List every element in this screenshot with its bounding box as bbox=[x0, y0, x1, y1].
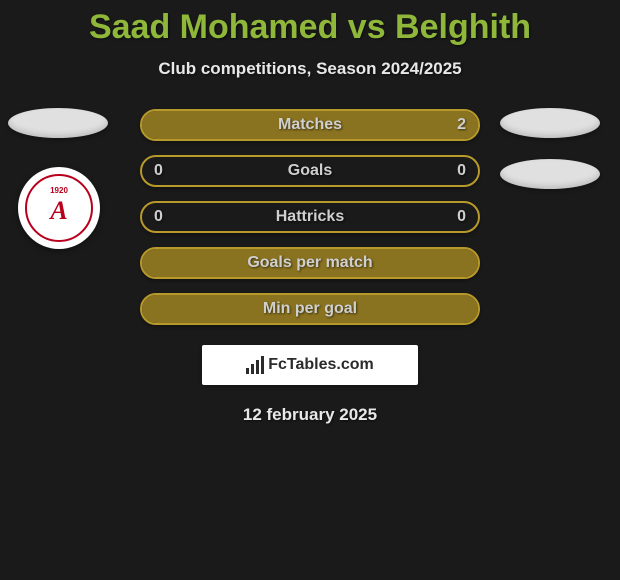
stat-right-value: 0 bbox=[457, 208, 466, 226]
stats-list: Matches 2 0 Goals 0 0 Hattricks 0 Goals per matc… bbox=[140, 109, 480, 325]
date-text: 12 february 2025 bbox=[0, 405, 620, 425]
stat-right-value: 2 bbox=[457, 116, 466, 134]
stat-row: Goals per match bbox=[140, 247, 480, 279]
stat-label: Goals bbox=[288, 162, 332, 180]
stat-row: 0 Goals 0 bbox=[140, 155, 480, 187]
chart-icon bbox=[246, 356, 264, 374]
stat-left-value: 0 bbox=[154, 208, 163, 226]
stat-left-value: 0 bbox=[154, 162, 163, 180]
stat-label: Min per goal bbox=[263, 300, 357, 318]
player-left-avatar-placeholder bbox=[8, 108, 108, 138]
club-right-logo-placeholder bbox=[500, 159, 600, 189]
watermark: FcTables.com bbox=[202, 345, 418, 385]
stat-label: Matches bbox=[278, 116, 342, 134]
club-logo-letter: A bbox=[50, 196, 67, 226]
page-title: Saad Mohamed vs Belghith bbox=[0, 0, 620, 47]
stat-row: Min per goal bbox=[140, 293, 480, 325]
stat-right-value: 0 bbox=[457, 162, 466, 180]
player-right-avatar-placeholder bbox=[500, 108, 600, 138]
club-logo-year: 1920 bbox=[48, 186, 70, 195]
stat-label: Hattricks bbox=[276, 208, 344, 226]
watermark-text: FcTables.com bbox=[268, 356, 374, 374]
stat-label: Goals per match bbox=[247, 254, 372, 272]
stat-row: Matches 2 bbox=[140, 109, 480, 141]
comparison-panel: 1920 A Matches 2 0 Goals 0 0 Hattricks 0 Goals p… bbox=[0, 109, 620, 425]
club-left-logo: 1920 A bbox=[18, 167, 100, 249]
stat-row: 0 Hattricks 0 bbox=[140, 201, 480, 233]
subtitle: Club competitions, Season 2024/2025 bbox=[0, 59, 620, 79]
